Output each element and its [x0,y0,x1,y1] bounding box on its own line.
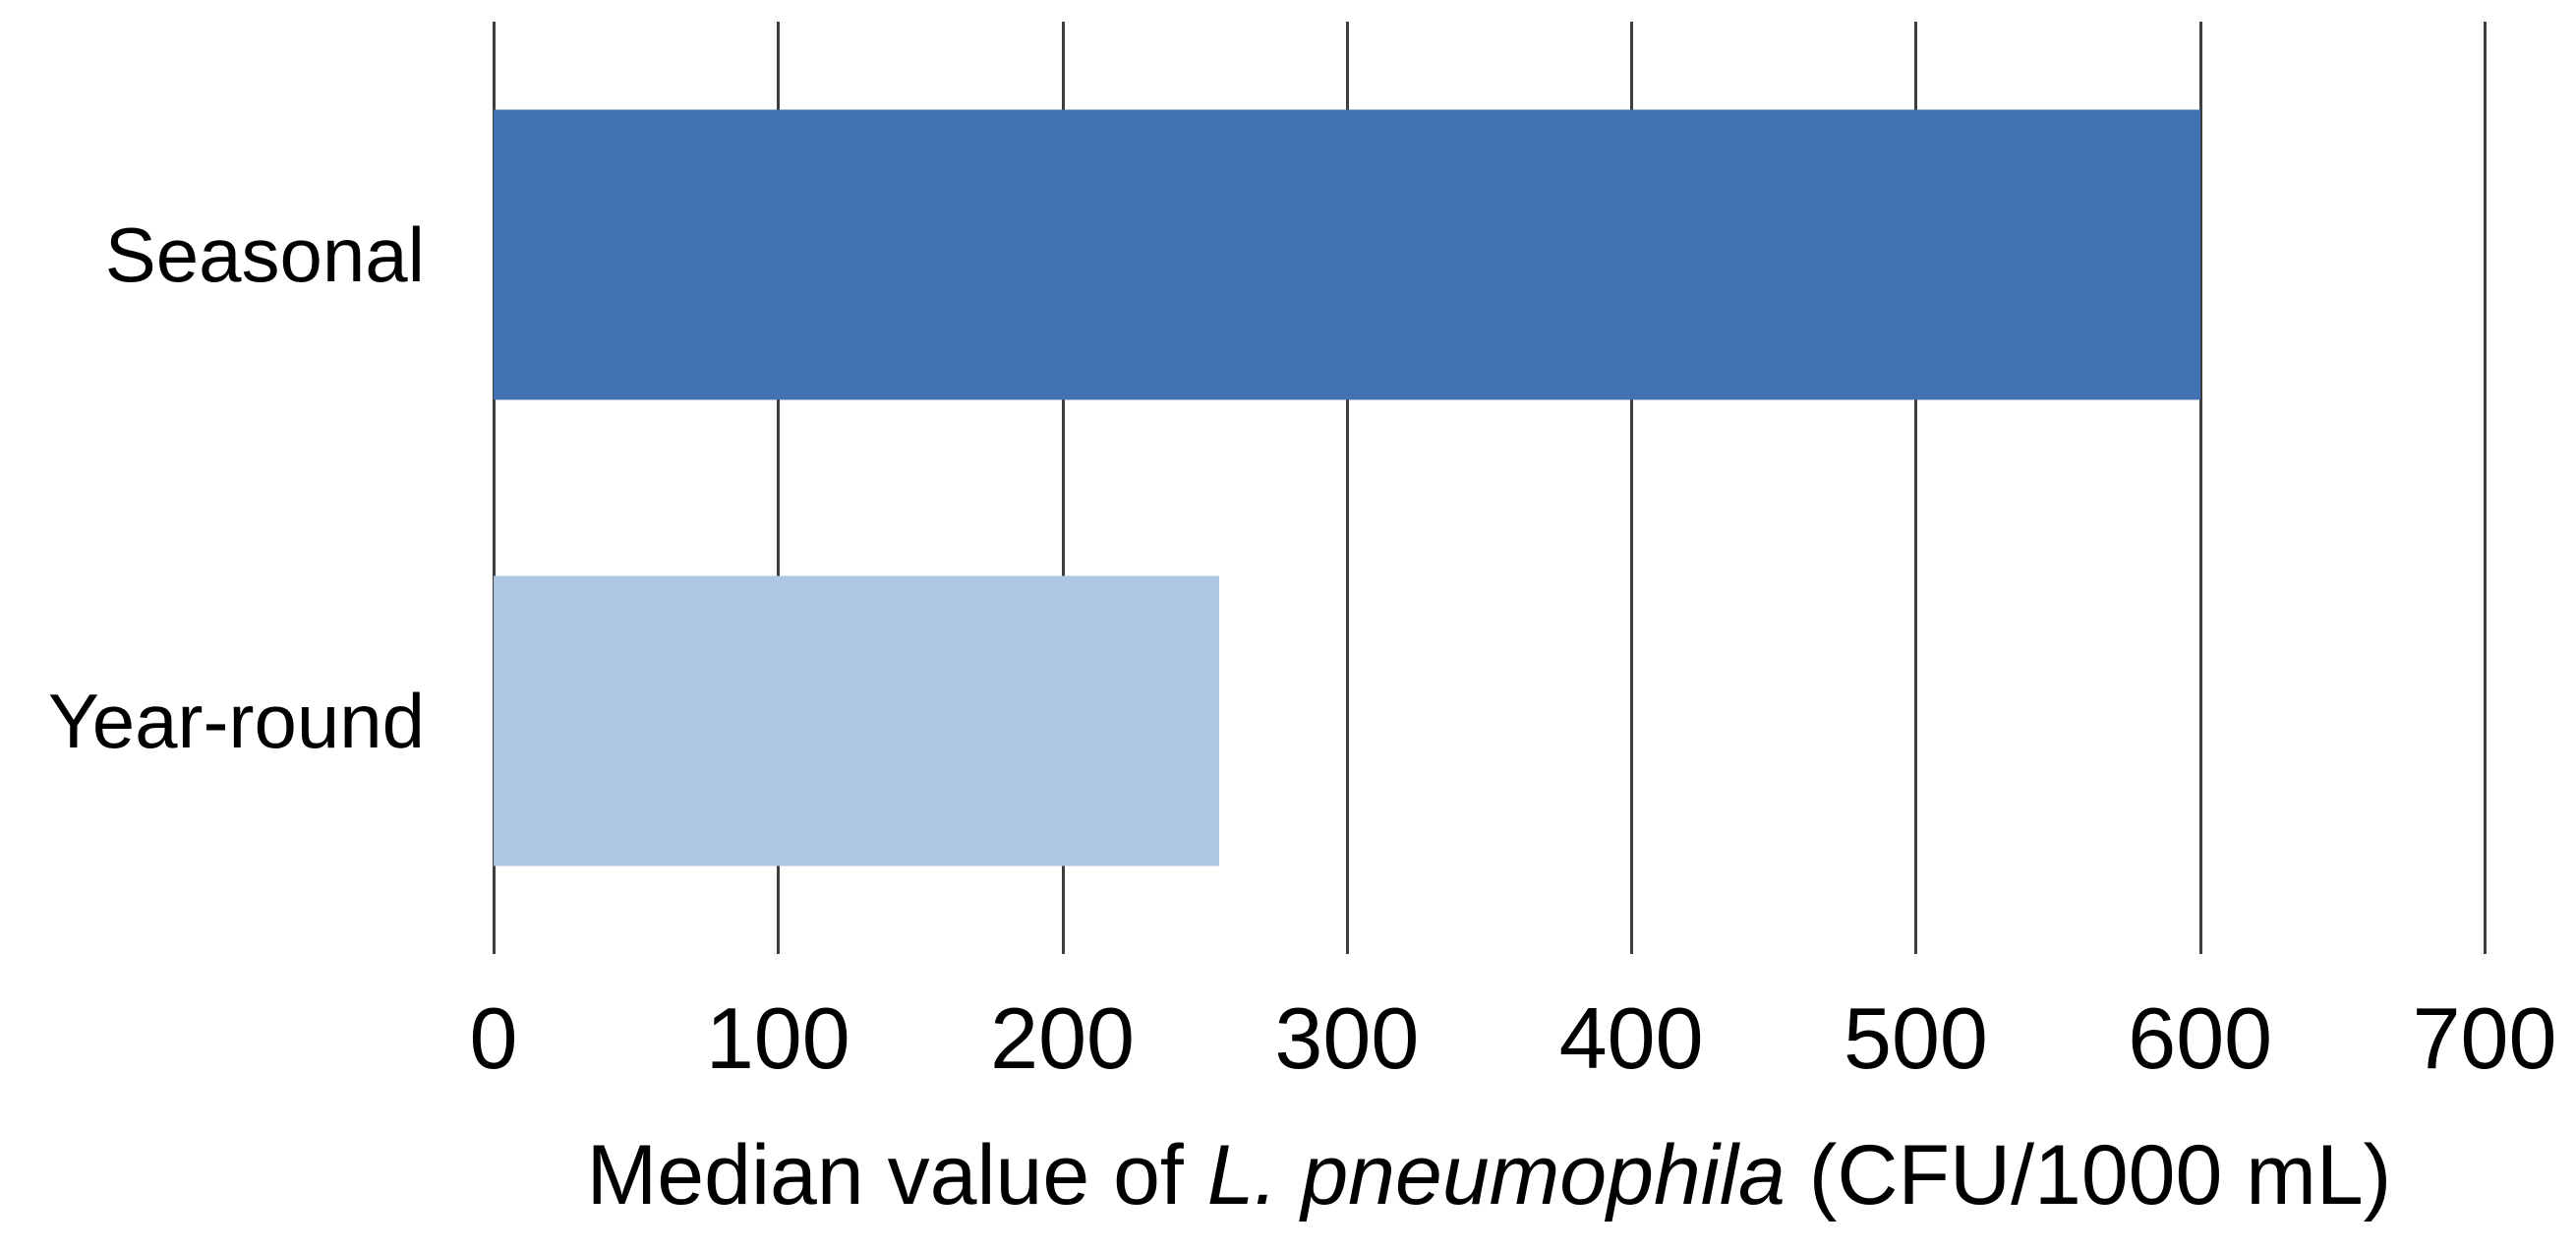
x-tick-label: 400 [1558,989,1704,1087]
x-axis-ticks: 0 100 200 300 400 500 600 700 [470,989,2557,1113]
gridline [1914,22,1918,954]
x-tick-label: 0 [469,989,518,1087]
x-tick-label: 300 [1274,989,1420,1087]
gridline [777,22,781,954]
x-axis-title-italic-species: L. pneumophila [1206,1128,1786,1223]
plot-area [493,22,2487,954]
category-label: Seasonal [104,211,425,298]
gridline [2198,22,2202,954]
gridline [1061,22,1065,954]
x-axis-title-prefix: Median value of [586,1128,1207,1223]
x-axis-title: Median value of L. pneumophila (CFU/1000… [494,1133,2485,1218]
x-tick-label: 100 [705,989,850,1087]
y-axis-categories: Seasonal Year-round [0,22,425,954]
x-axis-title-suffix: (CFU/1000 mL) [1785,1128,2392,1223]
x-tick-label: 600 [2128,989,2273,1087]
bar-year-round [494,575,1219,866]
category-label: Year-round [47,678,425,764]
gridline [2484,22,2487,954]
gridline [493,22,496,954]
gridline [1345,22,1349,954]
x-tick-label: 200 [990,989,1135,1087]
bar-seasonal [494,109,2200,400]
x-tick-label: 500 [1844,989,1988,1087]
gridline [1630,22,1634,954]
x-tick-label: 700 [2412,989,2557,1087]
